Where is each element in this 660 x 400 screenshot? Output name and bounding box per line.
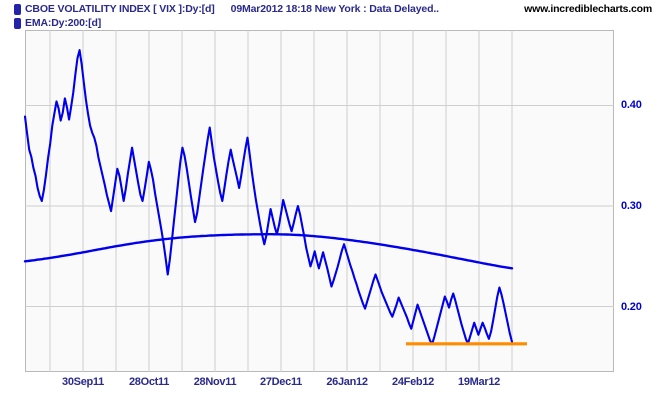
- x-axis-tick-label: 28Nov11: [193, 376, 237, 388]
- x-axis-tick-label: 19Mar12: [458, 376, 500, 388]
- legend-swatch-ema-icon: [14, 18, 21, 29]
- site-url-link[interactable]: www.incrediblecharts.com: [524, 3, 652, 15]
- legend-swatch-vix-icon: [14, 4, 21, 15]
- legend-row-ema[interactable]: EMA:Dy:200:[d]: [14, 17, 101, 30]
- legend-label-ema: EMA:Dy:200:[d]: [25, 17, 102, 29]
- y-axis-tick-label: 0.20: [621, 300, 642, 313]
- x-axis-tick-label: 27Dec11: [260, 376, 302, 388]
- x-axis-tick-label: 24Feb12: [392, 376, 434, 388]
- legend-label-vix: CBOE VOLATILITY INDEX [ VIX ]:Dy:[d]: [25, 3, 215, 15]
- x-axis-tick-label: 28Oct11: [128, 376, 170, 388]
- plot-area: [25, 30, 614, 372]
- x-axis-tick-label: 30Sep11: [62, 376, 104, 388]
- y-axis-tick-label: 0.40: [621, 99, 642, 112]
- quote-info-text: 09Mar2012 18:18 New York : Data Delayed.…: [230, 3, 439, 15]
- legend-row-vix[interactable]: CBOE VOLATILITY INDEX [ VIX ]:Dy:[d] 09M…: [14, 3, 439, 16]
- x-axis-tick-label: 26Jan12: [326, 376, 368, 388]
- chart-legend: CBOE VOLATILITY INDEX [ VIX ]:Dy:[d] 09M…: [0, 0, 660, 30]
- y-axis-tick-label: 0.30: [621, 200, 642, 212]
